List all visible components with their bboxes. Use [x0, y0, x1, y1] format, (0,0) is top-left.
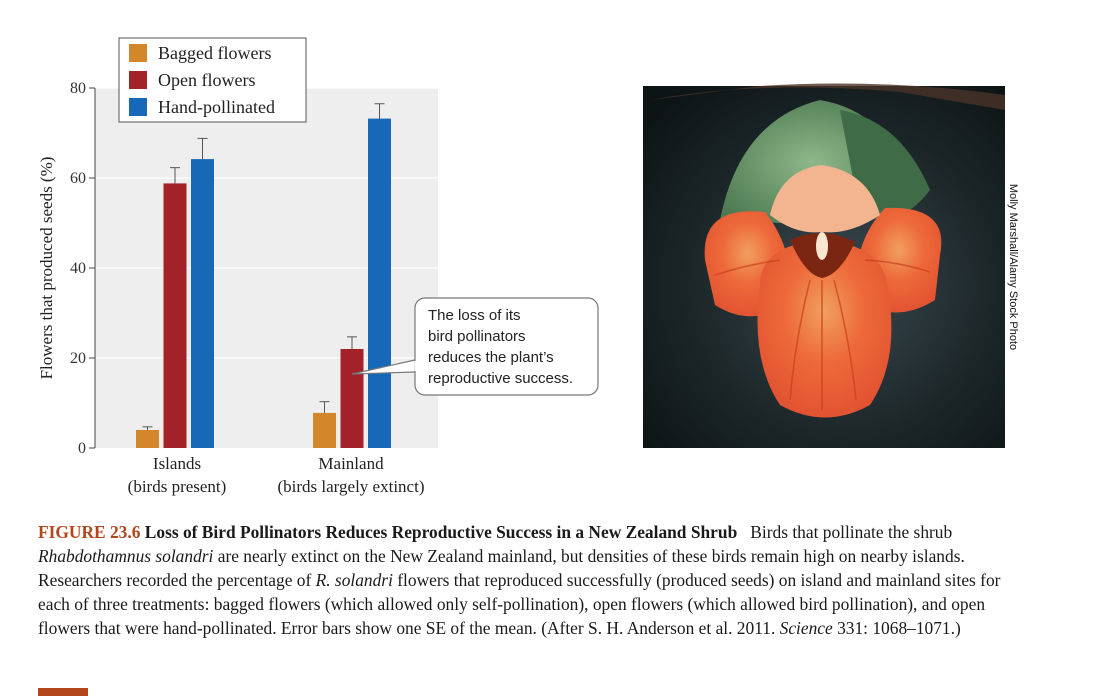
bar-open-flowers-0	[163, 183, 187, 448]
y-axis-title: Flowers that produced seeds (%)	[37, 157, 56, 380]
legend-swatch-bagged	[129, 44, 147, 62]
figure-caption: FIGURE 23.6 Loss of Bird Pollinators Red…	[38, 520, 1018, 640]
callout-pointer	[351, 359, 416, 375]
y-tick-label-80: 80	[70, 80, 86, 97]
legend-swatch-open	[129, 71, 147, 89]
petal-veins	[714, 259, 931, 410]
bar-bagged-flowers-1	[313, 412, 336, 448]
flower-photo	[643, 83, 1005, 448]
stem	[650, 83, 1005, 110]
y-tick-label-0: 0	[78, 440, 86, 457]
error-bars	[142, 103, 385, 430]
y-tick-label-60: 60	[70, 170, 86, 187]
bar-bagged-flowers-0	[136, 430, 159, 448]
legend-swatch-hand	[129, 98, 147, 116]
petal-upper	[770, 165, 880, 233]
category-sublabel-mainland: (birds largely extinct)	[278, 477, 425, 496]
y-tick-label-40: 40	[70, 260, 86, 277]
next-section-marker	[38, 688, 88, 696]
legend-label-hand: Hand-pollinated	[158, 97, 275, 117]
caption-species-1: Rhabdothamnus solandri	[38, 546, 214, 566]
bar-open-flowers-1	[340, 349, 364, 448]
y-axis	[89, 87, 96, 449]
figure-title: Loss of Bird Pollinators Reduces Reprodu…	[144, 522, 738, 542]
callout-line-2: bird pollinators	[428, 328, 526, 345]
legend-box	[118, 37, 307, 123]
category-sublabel-islands: (birds present)	[128, 477, 227, 496]
legend-label-bagged: Bagged flowers	[158, 43, 271, 63]
caption-text-3: flowers that reproduced successfully (pr…	[38, 570, 1001, 638]
caption-text-4: 331: 1068–1071.)	[832, 618, 961, 638]
y-tick-labels: 0 20 40 60 80	[70, 80, 86, 457]
figure-number: FIGURE 23.6	[38, 522, 141, 542]
caption-journal: Science	[779, 618, 833, 638]
callout-line-1: The loss of its	[428, 307, 521, 324]
caption-species-2: R. solandri	[315, 570, 393, 590]
petal-lower	[757, 240, 892, 418]
legend: Bagged flowers Open flowers Hand-pollina…	[118, 37, 307, 123]
stamen	[816, 232, 828, 260]
category-label-mainland: Mainland	[318, 454, 384, 473]
annotation-callout: The loss of its bird pollinators reduces…	[351, 297, 599, 396]
category-label-islands: Islands	[153, 454, 201, 473]
bar-hand-pollinated-1	[368, 118, 391, 448]
bars	[136, 118, 391, 448]
bar-hand-pollinated-0	[191, 159, 214, 448]
callout-line-4: reproductive success.	[428, 370, 573, 387]
callout-box	[414, 297, 599, 396]
caption-text-2: are nearly extinct on the New Zealand ma…	[38, 546, 965, 590]
legend-label-open: Open flowers	[158, 70, 255, 90]
callout-line-3: reduces the plant’s	[428, 349, 554, 366]
caption-text-1: Birds that pollinate the shrub	[750, 522, 953, 542]
y-tick-label-20: 20	[70, 350, 86, 367]
photo-credit: Molly Marshall/Alamy Stock Photo	[1007, 184, 1019, 350]
